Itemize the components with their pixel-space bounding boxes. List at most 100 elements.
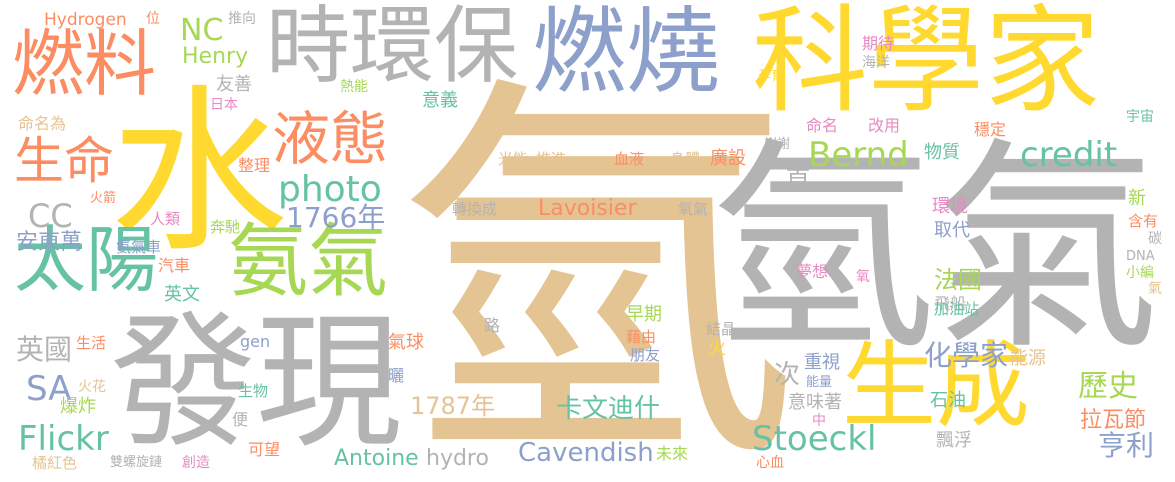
word-gas-station: 加油站 [934, 300, 980, 318]
word-credit: credit [1020, 135, 1118, 175]
word-lavoisier-zh: 拉瓦節 [1080, 408, 1147, 433]
word-meaning: 意義 [422, 90, 458, 111]
word-english: 英文 [164, 284, 200, 305]
word-float: 飄浮 [936, 430, 972, 451]
word-burn: 燃燒 [532, 0, 721, 107]
word-crystal: 結晶 [706, 320, 737, 338]
word-living: 生活 [76, 334, 107, 352]
word-convert: 轉換成 [452, 200, 498, 218]
word-cc: CC [28, 197, 73, 235]
word-fuel: 燃料 [12, 22, 157, 106]
word-cavendish: Cavendish [518, 438, 654, 468]
word-effort: 心血 [756, 455, 784, 471]
word-install: 廣設 [710, 148, 746, 169]
word-friend: 朋友 [630, 346, 661, 364]
word-oxygen: 氧 [856, 269, 870, 285]
word-humanity: 人類 [150, 210, 181, 228]
word-discover: 發現 [110, 298, 402, 468]
word-time: 次 [774, 360, 801, 390]
word-hydrogen-big: 氫 [395, 44, 798, 482]
word-road: 路 [484, 316, 501, 335]
word-eco: 時環保 [266, 0, 519, 95]
word-dry: 曬 [388, 366, 405, 385]
word-double-helix: 雙螺旋鏈 [110, 455, 163, 470]
word-generate: 生成 [842, 332, 1031, 441]
word-nurture: 孕育 [758, 69, 785, 84]
word-future: 未來 [656, 444, 689, 463]
word-benz: 奔馳 [210, 218, 241, 236]
word-matter: 物質 [924, 142, 960, 163]
word-oxygen-gas: 氧氣 [678, 200, 709, 218]
word-1787: 1787年 [410, 392, 496, 420]
word-photo: photo [278, 169, 382, 210]
word-light: 光能 [498, 150, 529, 168]
word-via: 藉由 [626, 328, 657, 346]
word-ammonia-car: 氨氣車 [116, 238, 162, 256]
word-heat: 熱能 [340, 79, 368, 95]
word-japan: 日本 [210, 97, 238, 113]
word-lavoisier: Lavoisier [538, 196, 637, 221]
word-life: 生命 [14, 132, 114, 190]
word-france: 法國 [934, 266, 982, 294]
word-editor: 小編 [1126, 265, 1154, 281]
word-energy-amount: 能量 [806, 375, 833, 390]
word-liquid: 液態 [272, 105, 389, 173]
word-water: 水 [110, 69, 288, 276]
word-nc: NC [180, 13, 224, 48]
word-gas: 氣 [1148, 281, 1162, 297]
word-stable: 穩定 [974, 120, 1007, 139]
word-universe: 宇宙 [1126, 109, 1154, 125]
word-early: 早期 [626, 304, 662, 325]
word-contain: 含有 [1128, 212, 1159, 230]
word-bernd: Bernd [808, 135, 909, 175]
word-balloon: 氣球 [388, 332, 424, 353]
word-new: 新 [1128, 188, 1146, 209]
word-scientist: 科學家 [752, 0, 1100, 129]
word-position: 位 [146, 11, 160, 27]
word-chemist: 化學家 [924, 339, 1009, 372]
word-body: 身體 [670, 150, 701, 168]
word-means: 意味著 [788, 392, 842, 413]
word-explosion: 爆炸 [60, 396, 96, 417]
word-spark: 火花 [78, 379, 106, 395]
word-airship: 飛船 [934, 294, 967, 313]
word-thanks: 謝謝 [764, 137, 791, 152]
word-ammonia: 氨氣 [228, 215, 388, 308]
word-oil: 石油 [930, 390, 966, 411]
word-create: 創造 [182, 455, 210, 471]
word-cavendish-zh: 卡文迪什 [556, 394, 661, 424]
word-energy: 能源 [1010, 348, 1046, 369]
word-antoine: Antoine [334, 446, 419, 471]
word-hydro: hydro [426, 446, 489, 471]
word-flickr: Flickr [18, 419, 109, 459]
word-friendly: 友善 [216, 74, 252, 95]
word-1766: 1766年 [286, 201, 386, 234]
word-gen: gen [240, 332, 271, 351]
word-organize: 整理 [238, 156, 271, 175]
word-switch: 改用 [868, 116, 901, 135]
word-expect: 期待 [862, 34, 895, 53]
word-henry-zh: 亨利 [1098, 429, 1155, 462]
word-stoeckl: Stoeckl [752, 419, 877, 459]
word-then: 便 [232, 410, 249, 429]
word-sa: SA [26, 369, 72, 409]
word-ocean: 海洋 [862, 55, 890, 71]
word-orange-red: 橘紅色 [32, 454, 78, 472]
word-first: 首 [786, 164, 810, 192]
word-environment: 環境 [932, 196, 968, 217]
word-rocket: 火箭 [90, 191, 117, 206]
word-sun: 太陽 [14, 218, 159, 302]
word-hopeful: 可望 [248, 440, 281, 459]
word-advance: 推進 [536, 150, 567, 168]
word-carbon: 碳 [1148, 231, 1162, 247]
word-antoine-zh: 安東萬 [16, 230, 83, 255]
word-naming: 命名 [806, 116, 839, 135]
word-henry: Henry [182, 44, 249, 69]
word-britain: 英國 [16, 333, 73, 366]
word-fire: 火 [708, 338, 726, 359]
word-hydrogen-en: Hydrogen [44, 10, 127, 30]
word-replace: 取代 [934, 220, 970, 241]
word-hydrogen-gas: 氫氣 [710, 119, 1160, 381]
word-dna: DNA [1126, 249, 1155, 264]
